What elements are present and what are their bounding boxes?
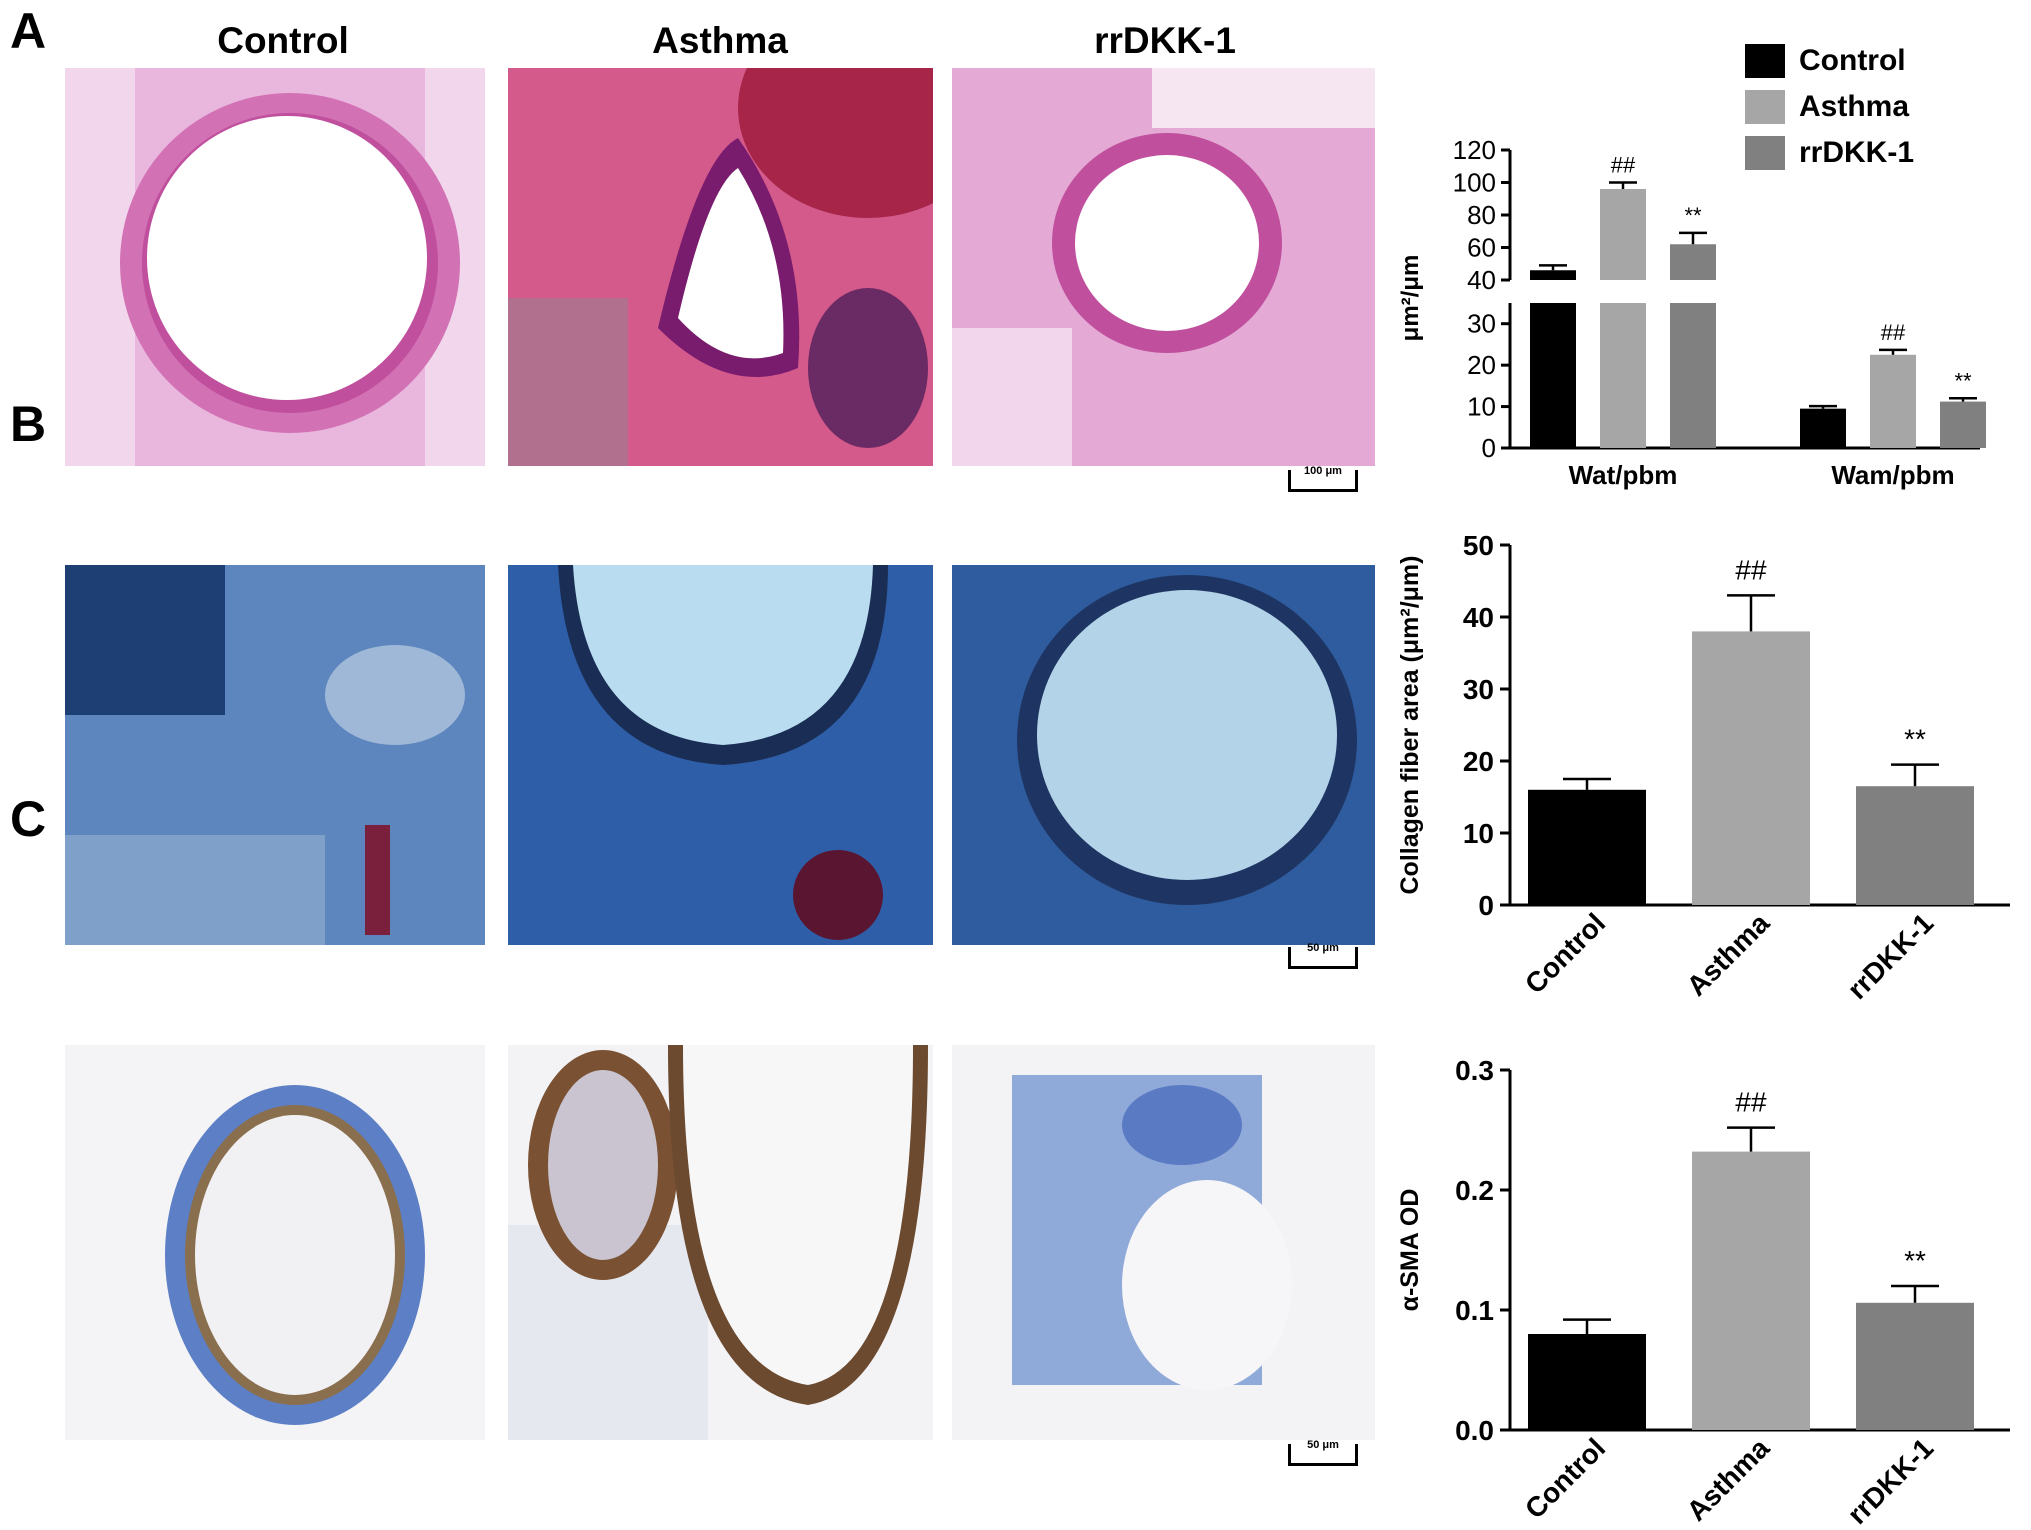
bar-lower-control (1530, 303, 1576, 448)
bar-asthma (1692, 1151, 1810, 1430)
micrograph-b-rrdkk1 (952, 565, 1375, 945)
y-tick-label: 0.3 (1455, 1055, 1494, 1086)
micrograph-a-control (65, 68, 485, 466)
legend-item-control: Control (1745, 38, 1914, 84)
legend: Control Asthma rrDKK-1 (1745, 38, 1914, 176)
micrograph-b-asthma (508, 565, 933, 945)
legend-item-rrdkk1: rrDKK-1 (1745, 130, 1914, 176)
bar-control (1800, 408, 1846, 448)
x-tick-label: rrDKK-1 (1841, 1432, 1939, 1530)
y-axis-label: μm²/μm (1397, 255, 1424, 342)
legend-swatch-rrdkk1 (1745, 136, 1785, 170)
bar-asthma (1870, 354, 1916, 448)
x-tick-label: rrDKK-1 (1841, 907, 1939, 1005)
panel-label-b: B (10, 396, 47, 452)
y-tick-label: 0 (1478, 890, 1494, 921)
y-tick-label: 10 (1467, 392, 1496, 422)
bar-upper-rrdkk-1 (1670, 244, 1716, 280)
bar-rrdkk-1 (1940, 401, 1986, 448)
y-tick-label: 120 (1453, 135, 1496, 165)
bar-asthma (1692, 631, 1810, 905)
significance-mark: ## (1735, 554, 1767, 585)
bar-rrdkk-1 (1856, 786, 1974, 905)
y-tick-label: 40 (1463, 602, 1494, 633)
panel-label-a: A (10, 3, 47, 59)
significance-mark: ** (1954, 368, 1972, 393)
chart-b-svg: 0 10 20 30 40 50 Collagen fiber area (μm²/μm) C… (1396, 530, 2010, 1005)
significance-mark: ** (1684, 203, 1702, 228)
panel-label-c: C (10, 791, 47, 847)
y-tick-label: 0.1 (1455, 1295, 1494, 1326)
y-axis-label: Collagen fiber area (μm²/μm) (1396, 556, 1424, 895)
y-tick-label: 30 (1463, 674, 1494, 705)
x-tick-label: Asthma (1681, 1432, 1776, 1527)
y-tick-label: 50 (1463, 530, 1494, 561)
y-tick-label: 80 (1467, 200, 1496, 230)
scale-bar-a: 100 μm (1288, 465, 1358, 492)
scale-bar-c: 50 μm (1288, 1439, 1358, 1466)
y-tick-label: 60 (1467, 233, 1496, 263)
bar-control (1528, 1334, 1646, 1430)
legend-label: Asthma (1799, 90, 1910, 123)
y-tick-label: 20 (1463, 746, 1494, 777)
x-tick-label: Wam/pbm (1831, 460, 1954, 490)
legend-swatch-asthma (1745, 90, 1785, 124)
bar-upper-control (1530, 270, 1576, 280)
chart-b: 0 10 20 30 40 50 Collagen fiber area (μm²/μm) C… (1380, 505, 2020, 1005)
legend-label: Control (1799, 44, 1906, 77)
bar-lower-rrdkk-1 (1670, 303, 1716, 448)
micrograph-a-rrdkk1 (952, 68, 1375, 466)
y-tick-label: 20 (1467, 350, 1496, 380)
chart-c: 0.0 0.1 0.2 0.3 α-SMA OD Control ## Asthma ** rrD… (1380, 1030, 2020, 1530)
micrograph-c-rrdkk1 (952, 1045, 1375, 1440)
bar-control (1528, 789, 1646, 905)
significance-mark: ** (1904, 724, 1926, 755)
micrograph-c-asthma (508, 1045, 933, 1440)
x-tick-label: Control (1519, 907, 1611, 999)
y-tick-label: 40 (1467, 265, 1496, 295)
y-tick-label: 0 (1482, 433, 1496, 463)
y-axis-label: α-SMA OD (1396, 1189, 1424, 1312)
chart-a: 0 10 20 30 40 60 80 100 120 μm²/μm ## ** Wat/pbm ## **… (1380, 120, 2020, 500)
significance-mark: ## (1735, 1087, 1767, 1118)
chart-c-svg: 0.0 0.1 0.2 0.3 α-SMA OD Control ## Asthma ** rrD… (1396, 1055, 2010, 1530)
y-tick-label: 0.0 (1455, 1415, 1494, 1446)
bar-upper-asthma (1600, 189, 1646, 280)
scale-bar-b: 50 μm (1288, 942, 1358, 969)
column-title-rrdkk1: rrDKK-1 (1094, 20, 1236, 61)
legend-swatch-control (1745, 44, 1785, 78)
micrograph-c-control (65, 1045, 485, 1440)
micrograph-b-control (65, 565, 485, 945)
micrograph-a-asthma (508, 68, 933, 466)
column-title-control: Control (217, 20, 349, 61)
significance-mark: ## (1881, 320, 1906, 345)
column-title-asthma: Asthma (652, 20, 788, 61)
significance-mark: ** (1904, 1245, 1926, 1276)
x-tick-label: Asthma (1681, 907, 1776, 1002)
legend-item-asthma: Asthma (1745, 84, 1914, 130)
x-tick-label: Wat/pbm (1569, 460, 1678, 490)
y-tick-label: 10 (1463, 818, 1494, 849)
y-tick-label: 100 (1453, 168, 1496, 198)
y-tick-label: 30 (1467, 309, 1496, 339)
y-tick-label: 0.2 (1455, 1175, 1494, 1206)
bar-lower-asthma (1600, 303, 1646, 448)
bar-rrdkk-1 (1856, 1302, 1974, 1430)
significance-mark: ## (1611, 153, 1636, 178)
x-tick-label: Control (1519, 1432, 1611, 1524)
legend-label: rrDKK-1 (1799, 136, 1915, 169)
